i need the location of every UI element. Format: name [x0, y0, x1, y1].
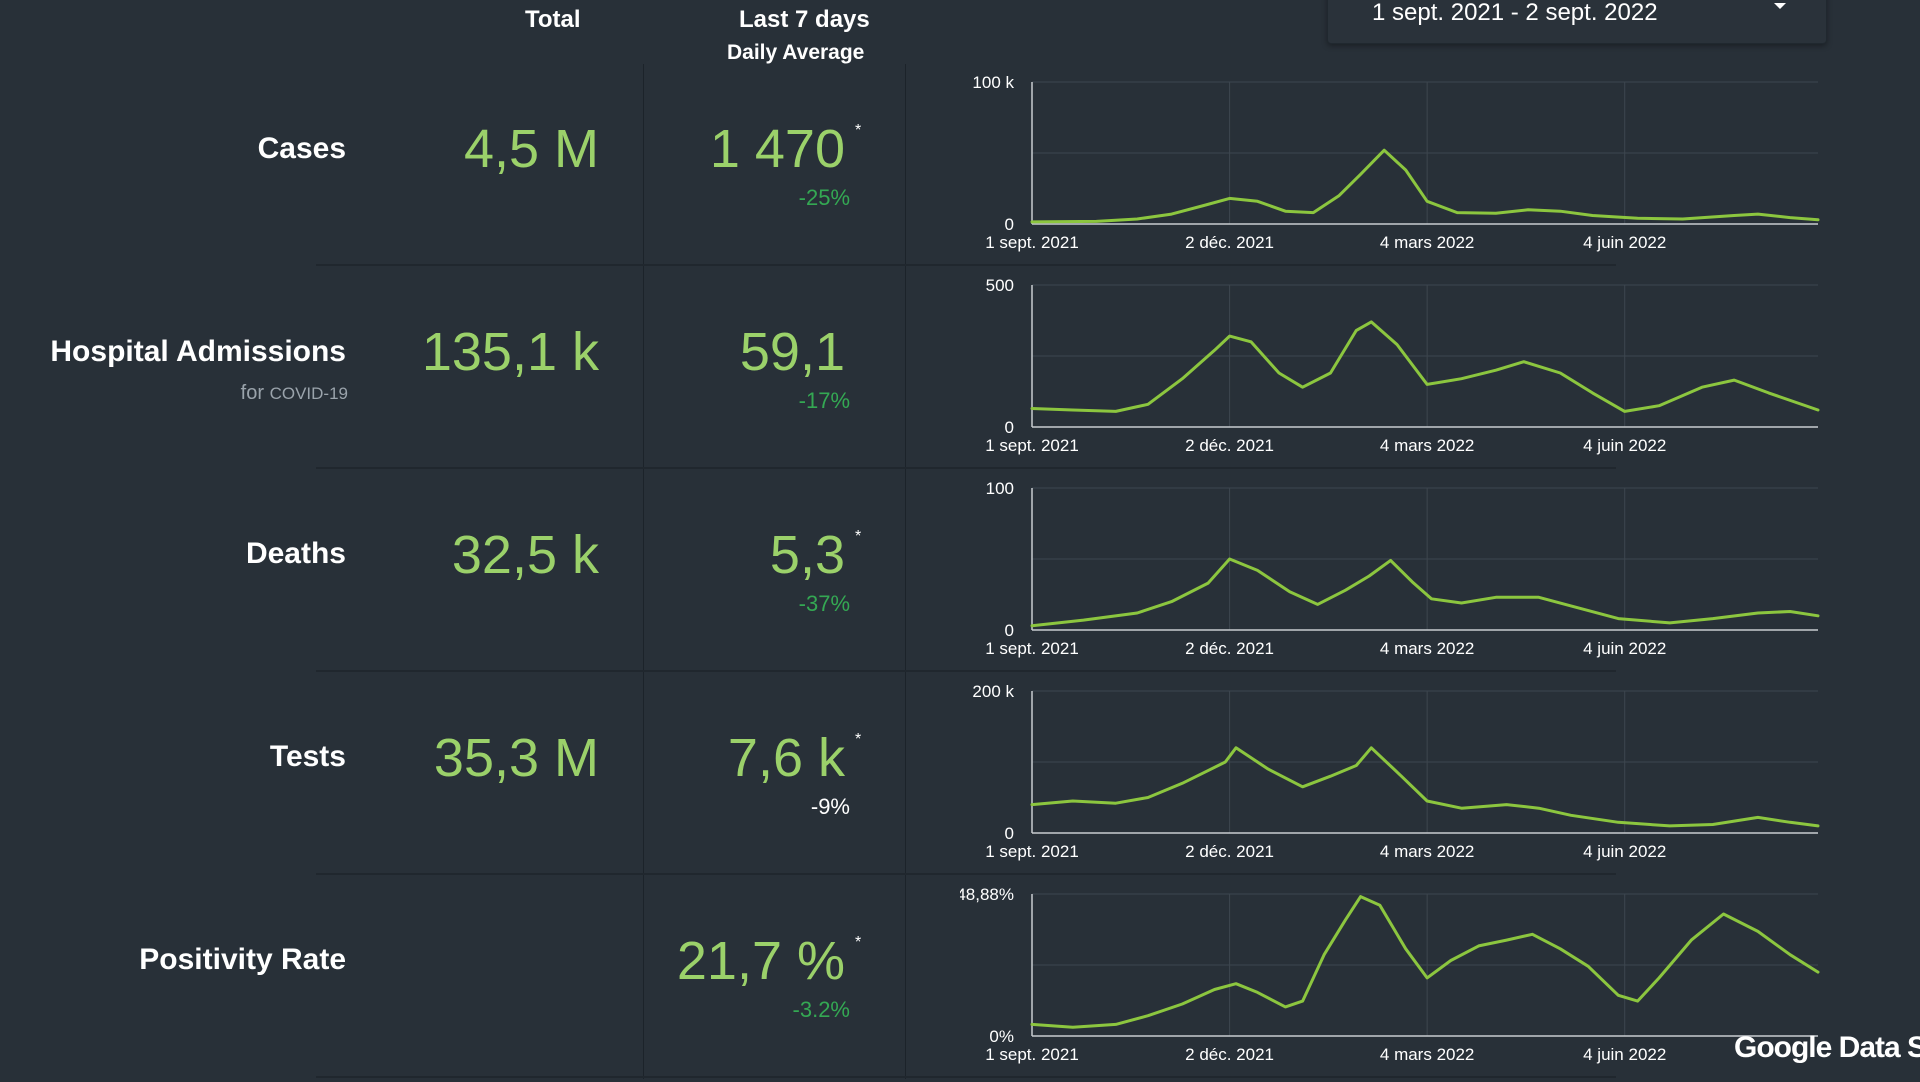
y-tick-label: 100: [986, 479, 1014, 498]
x-tick-label: 4 juin 2022: [1583, 233, 1666, 252]
row-divider-5: [316, 1076, 1616, 1078]
x-tick-label: 1 sept. 2021: [985, 436, 1079, 455]
column-header-total: Total: [525, 6, 581, 33]
chart-positivity-rate: 48,88% 0% 1 sept. 2021 2 déc. 2021 4 mars 20…: [960, 882, 1820, 1082]
series-line: [1030, 557, 1820, 628]
daily-avg-value-deaths: 5,3: [769, 525, 845, 585]
daily-avg-value-hospital-admissions: 59,1: [739, 322, 845, 382]
series-line: [1030, 895, 1820, 1029]
chart-hospital-admissions: 500 0 1 sept. 2021 2 déc. 2021 4 mars 2022 4 …: [960, 273, 1820, 473]
x-tick-label: 4 mars 2022: [1380, 1045, 1475, 1064]
x-tick-label: 2 déc. 2021: [1185, 436, 1274, 455]
row-label-tests: Tests: [269, 740, 346, 773]
x-tick-label: 2 déc. 2021: [1185, 639, 1274, 658]
x-tick-label: 4 juin 2022: [1583, 639, 1666, 658]
daily-avg-value-tests: 7,6 k: [727, 728, 845, 788]
x-tick-label: 2 déc. 2021: [1185, 233, 1274, 252]
row-label-positivity-rate: Positivity Rate: [139, 943, 346, 976]
y-tick-label: 100 k: [972, 73, 1014, 92]
date-range-picker[interactable]: 1 sept. 2021 - 2 sept. 2022: [1327, 0, 1827, 44]
row-sublabel-covid: COVID-19: [269, 384, 348, 403]
column-divider-2: [905, 64, 906, 1079]
daily-avg-value-cases: 1 470: [709, 119, 845, 179]
asterisk-marker: *: [855, 122, 862, 139]
y-tick-label: 200 k: [972, 682, 1014, 701]
x-tick-label: 4 juin 2022: [1583, 1045, 1666, 1064]
y-tick-label: 48,88%: [960, 885, 1014, 904]
x-tick-label: 4 juin 2022: [1583, 842, 1666, 861]
row-sublabel-hospital-admissions: for COVID-19: [241, 382, 348, 405]
x-tick-label: 2 déc. 2021: [1185, 1045, 1274, 1064]
total-value-deaths: 32,5 k: [451, 525, 599, 585]
google-data-studio-logo: Google Data S: [1734, 1031, 1920, 1064]
total-value-cases: 4,5 M: [463, 119, 599, 179]
row-label-cases: Cases: [257, 132, 346, 165]
asterisk-marker: *: [855, 934, 862, 951]
asterisk-marker: *: [855, 731, 862, 748]
change-percent-tests: -9%: [810, 794, 850, 819]
y-tick-label: 500: [986, 276, 1014, 295]
x-tick-label: 4 mars 2022: [1380, 233, 1475, 252]
x-tick-label: 4 mars 2022: [1380, 639, 1475, 658]
series-line: [1030, 746, 1820, 828]
change-percent-positivity-rate: -3.2%: [792, 997, 850, 1022]
x-tick-label: 1 sept. 2021: [985, 1045, 1079, 1064]
row-divider-2: [316, 467, 1616, 469]
row-divider-3: [316, 670, 1616, 672]
date-range-label: 1 sept. 2021 - 2 sept. 2022: [1372, 0, 1658, 26]
caret-down-icon[interactable]: [1774, 3, 1786, 9]
x-tick-label: 2 déc. 2021: [1185, 842, 1274, 861]
row-sublabel-prefix: for: [240, 382, 270, 404]
daily-avg-value-positivity-rate: 21,7 %: [676, 931, 845, 991]
y-tick-label: 0: [1005, 418, 1014, 437]
x-tick-label: 4 mars 2022: [1380, 436, 1475, 455]
row-label-hospital-admissions: Hospital Admissions: [50, 335, 346, 368]
x-tick-label: 4 mars 2022: [1380, 842, 1475, 861]
change-percent-cases: -25%: [798, 185, 850, 210]
column-subheader-daily-average: Daily Average: [727, 41, 865, 64]
row-label-deaths: Deaths: [245, 537, 346, 570]
chart-deaths: 100 0 1 sept. 2021 2 déc. 2021 4 mars 2022 4 …: [960, 476, 1820, 676]
row-divider-4: [316, 873, 1616, 875]
column-divider-1: [643, 64, 644, 1079]
y-tick-label: 0: [1005, 621, 1014, 640]
series-line: [1030, 148, 1820, 224]
x-tick-label: 1 sept. 2021: [985, 842, 1079, 861]
x-tick-label: 4 juin 2022: [1583, 436, 1666, 455]
y-tick-label: 0: [1005, 215, 1014, 234]
total-value-hospital-admissions: 135,1 k: [421, 322, 599, 382]
y-tick-label: 0: [1005, 824, 1014, 843]
column-header-last7: Last 7 days: [739, 6, 870, 33]
change-percent-deaths: -37%: [798, 591, 850, 616]
total-value-tests: 35,3 M: [433, 728, 599, 788]
change-percent-hospital-admissions: -17%: [798, 388, 850, 413]
row-divider-1: [316, 264, 1616, 266]
x-tick-label: 1 sept. 2021: [985, 233, 1079, 252]
series-line: [1030, 320, 1820, 413]
y-tick-label: 0%: [989, 1027, 1014, 1046]
asterisk-marker: *: [855, 528, 862, 545]
x-tick-label: 1 sept. 2021: [985, 639, 1079, 658]
